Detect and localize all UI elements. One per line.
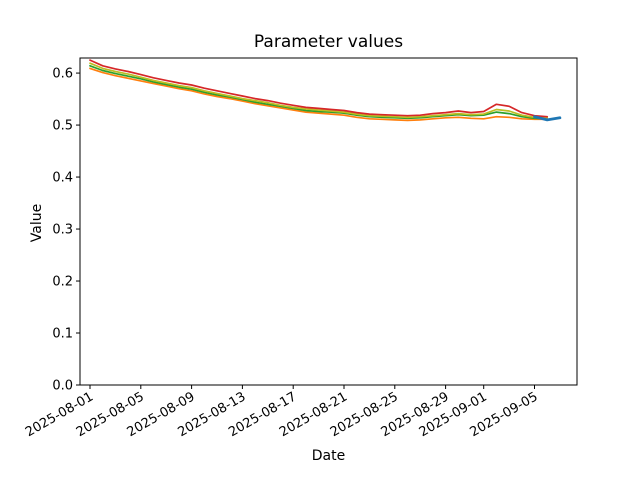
series-orange <box>89 67 549 122</box>
y-tick-label: 0.4 <box>52 171 73 186</box>
series-olive <box>89 62 549 119</box>
y-tick-label: 0.5 <box>52 119 73 134</box>
y-tick-label: 0.6 <box>52 67 73 82</box>
y-tick-label: 0.3 <box>52 223 73 238</box>
series-green <box>89 64 549 120</box>
series-red <box>89 59 549 118</box>
series-blue <box>533 115 562 122</box>
x-axis-label: Date <box>311 448 346 464</box>
y-tick-label: 0.1 <box>52 327 73 342</box>
y-tick-label: 0.2 <box>52 275 73 290</box>
chart-title: Parameter values <box>253 32 404 52</box>
y-tick-label: 0.0 <box>52 379 73 394</box>
plot-spines <box>79 57 578 386</box>
y-axis-label: Value <box>29 203 45 243</box>
